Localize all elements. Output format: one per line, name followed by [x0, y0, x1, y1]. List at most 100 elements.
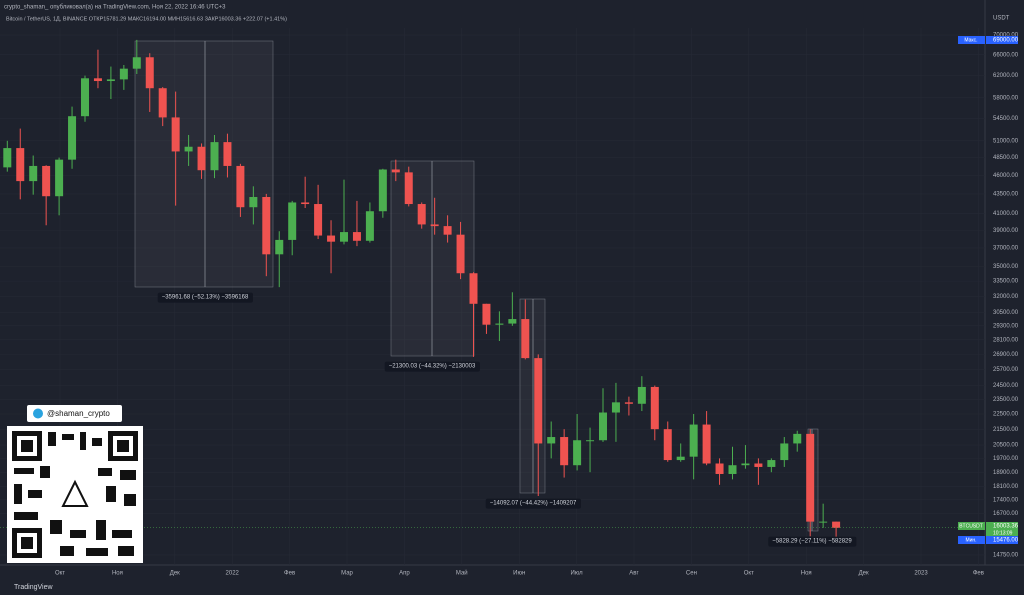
telegram-handle: @shaman_crypto [47, 409, 110, 418]
candle-body [404, 172, 413, 205]
candle-body [93, 78, 102, 82]
y-tick-label: 20500.00 [993, 443, 1019, 449]
price-timer: 10:13:09 [993, 530, 1013, 536]
candle-body [521, 319, 530, 359]
candle-body [482, 303, 491, 325]
candle-body [68, 116, 77, 160]
y-tick-label: 14750.00 [993, 553, 1019, 559]
candle-body [145, 57, 154, 89]
y-tick-label: 18100.00 [993, 484, 1019, 490]
candle-body [106, 79, 115, 82]
y-tick-label: 16700.00 [993, 511, 1019, 517]
y-tick-label: 66000.00 [993, 52, 1019, 58]
y-tick-label: 24500.00 [993, 383, 1019, 389]
tag-name: Макс. [964, 37, 977, 43]
y-tick-label: 37000.00 [993, 246, 1019, 252]
candle-body [430, 224, 439, 227]
candle-body [119, 68, 128, 80]
candle-body [314, 204, 323, 236]
candle-body [275, 239, 284, 255]
tag-name: Мин. [965, 537, 976, 543]
footer-logo: TradingView [14, 584, 53, 591]
header: crypto_shaman_ опубликовал(а) на Trading… [4, 5, 226, 11]
candle-body [456, 234, 465, 274]
y-tick-label: 35000.00 [993, 264, 1019, 270]
candle-body [3, 148, 12, 168]
candle-body [81, 78, 89, 117]
y-tick-label: 41000.00 [993, 211, 1019, 217]
candle-body [352, 232, 361, 241]
candle-body [767, 460, 776, 467]
candle-body [780, 443, 789, 461]
candle-body [378, 169, 387, 212]
measure-label-bg [384, 361, 480, 372]
y-tick-label: 30500.00 [993, 310, 1019, 316]
y-tick-label: 26900.00 [993, 352, 1019, 358]
candle-body [702, 424, 711, 464]
y-tick-label: 70000.00 [993, 33, 1019, 39]
x-tick-label: Сен [686, 571, 697, 577]
candle-body [29, 165, 38, 182]
candle-body [340, 232, 348, 242]
measure-label: −35961.68 (−52.13%) −3596168 [162, 295, 249, 301]
y-tick-label: 22500.00 [993, 412, 1019, 418]
candle-body [754, 463, 763, 467]
candle-body [715, 463, 724, 474]
y-tick-label: 62000.00 [993, 73, 1019, 79]
measure-label: −5828.29 (−27.11%) −582829 [772, 539, 852, 545]
tag-bg [958, 536, 985, 544]
y-tick-label: 28100.00 [993, 337, 1019, 343]
candle-body [663, 429, 672, 461]
candle-body [650, 386, 659, 430]
candle-body [288, 202, 297, 240]
x-tick-label: Фев [284, 571, 295, 577]
measure-label: −14092.07 (−44.42%) −1409207 [490, 501, 577, 507]
candle-body [689, 424, 698, 457]
price-bg [986, 36, 1018, 44]
candle-body [560, 437, 569, 466]
candle-body [806, 433, 815, 522]
candle-body [262, 196, 271, 255]
x-tick-label: Окт [55, 571, 65, 577]
tag-name: BTCUSDT [959, 523, 983, 529]
candle-body [599, 412, 607, 441]
candle-body [42, 165, 51, 197]
candle-body [55, 159, 64, 197]
y-tick-label: 54500.00 [993, 116, 1019, 122]
symbol-line: Bitcoin / TetherUS, 1Д, BINANCE ОТКР1578… [6, 16, 287, 22]
promo-block: @shaman_crypto [7, 405, 143, 563]
candle-body [327, 235, 336, 242]
qr-pattern [12, 431, 138, 558]
y-tick-label: 17400.00 [993, 497, 1019, 503]
candle-body [547, 437, 556, 444]
tag-bg [958, 36, 985, 44]
candle-body [210, 142, 219, 171]
currency: USDT [993, 16, 1010, 22]
plot [0, 28, 985, 565]
tag-bg [958, 522, 985, 530]
price-label: 16003.36 [993, 524, 1019, 530]
candle-body [495, 323, 504, 325]
x-tick-label: Дек [859, 571, 869, 577]
candle-body [741, 463, 750, 466]
y-tick-label: 51000.00 [993, 138, 1019, 144]
candle-body [611, 402, 620, 413]
x-tick-label: Май [456, 570, 468, 577]
x-tick-label: Ноя [112, 571, 123, 577]
measure-label: −21300.03 (−44.32%) −2130003 [389, 364, 476, 370]
candle-body [637, 386, 646, 404]
candle-body [158, 88, 167, 118]
candle-body [132, 57, 141, 69]
candle-body [793, 433, 802, 444]
candle-body [16, 148, 25, 182]
measure-label-bg [157, 292, 253, 303]
candle-body [301, 202, 310, 205]
candle-body [508, 319, 517, 324]
candle-body [469, 273, 478, 304]
y-tick-label: 29300.00 [993, 323, 1019, 329]
candle-body [676, 456, 685, 461]
x-tick-label: Окт [744, 571, 754, 577]
y-tick-label: 46000.00 [993, 173, 1019, 179]
x-tick-label: 2023 [914, 571, 928, 577]
